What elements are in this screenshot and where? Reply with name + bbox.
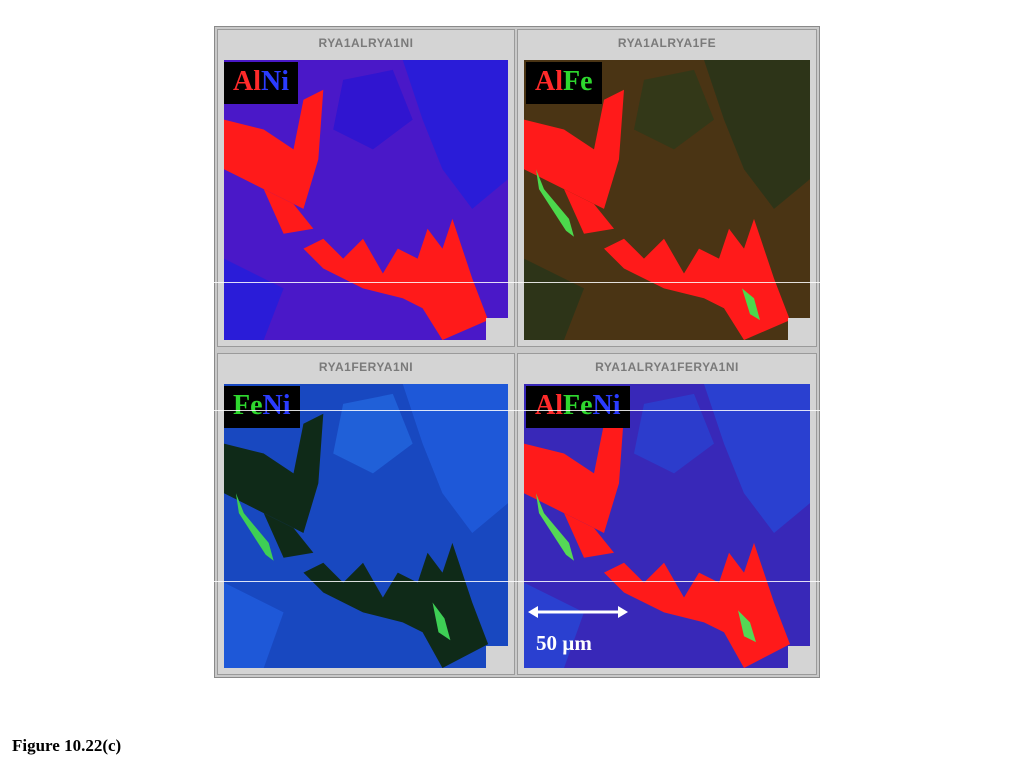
alfe-label-tag: AlFe [526, 62, 602, 104]
panel-title: RYA1ALRYA1FERYA1NI [595, 360, 739, 374]
panel-title: RYA1FERYA1NI [318, 360, 414, 374]
scale-bar-arrow [528, 606, 628, 618]
ni-label: Ni [262, 390, 291, 421]
fe-label: Fe [233, 390, 263, 421]
ni-label: Ni [261, 66, 289, 97]
al-label: Al [233, 66, 261, 97]
panel-notch [788, 318, 810, 340]
alni-label-tag: AlNi [224, 62, 298, 104]
alni-map-image [224, 60, 508, 340]
feni-map-image [224, 384, 508, 668]
overlay-line [214, 282, 820, 283]
panel-notch [486, 646, 508, 668]
feni-label-tag: FeNi [224, 386, 300, 428]
overlay-line [214, 410, 820, 411]
panel-title: RYA1ALRYA1NI [318, 36, 414, 50]
panel-notch [486, 318, 508, 340]
al-label: Al [535, 66, 563, 97]
map-panel-feni: RYA1FERYA1NI FeNi [217, 353, 515, 675]
map-panel-alfeni: RYA1ALRYA1FERYA1NI AlFeNi 50 µm [517, 353, 817, 675]
scale-bar-label: 50 µm [536, 631, 592, 655]
alfeni-label-tag: AlFeNi [526, 386, 630, 428]
alfe-map-image [524, 60, 810, 340]
fe-label: Fe [563, 66, 593, 97]
alfeni-map-image [524, 384, 810, 668]
map-panel-alni: RYA1ALRYA1NI AlNi [217, 29, 515, 347]
panel-title: RYA1ALRYA1FE [617, 36, 717, 50]
ni-label: Ni [592, 390, 621, 421]
panel-notch [788, 646, 810, 668]
overlay-line [214, 581, 820, 582]
fe-label: Fe [563, 390, 593, 421]
figure-caption: Figure 10.22(c) [12, 736, 122, 755]
map-panel-alfe: RYA1ALRYA1FE AlFe [517, 29, 817, 347]
al-label: Al [535, 390, 563, 421]
element-map-grid: RYA1ALRYA1NI AlNi RYA1ALRYA1FE [214, 26, 820, 678]
